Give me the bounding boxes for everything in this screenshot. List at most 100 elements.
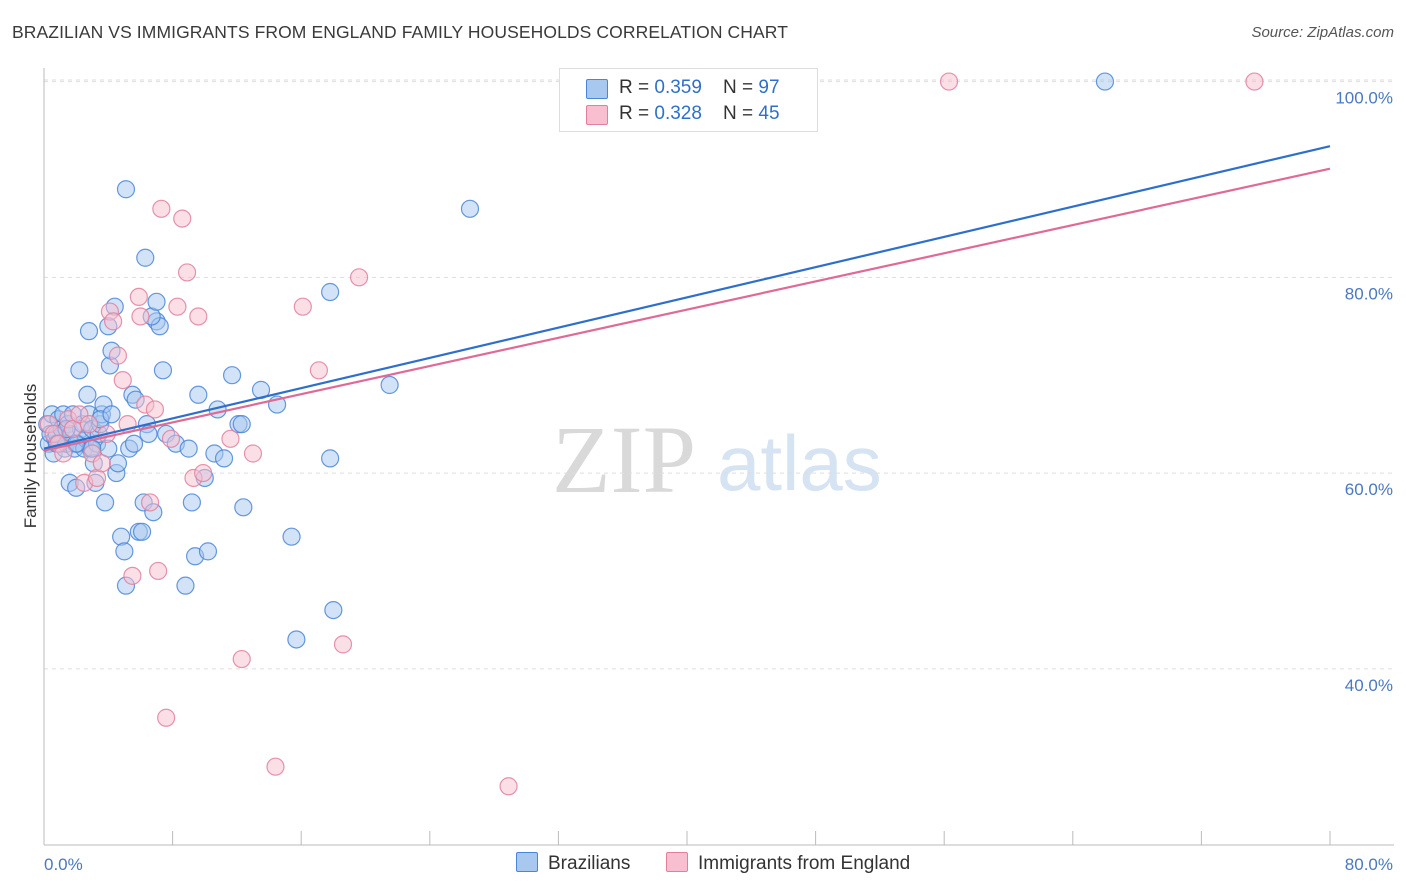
legend-item-brazilians: Brazilians [516,852,630,875]
data-point [136,248,155,267]
data-point [198,542,218,561]
legend-n-label: N = [723,103,759,124]
y-tick-labels: 40.0% 60.0% 80.0% 100.0% [1335,89,1393,695]
data-point [113,370,132,390]
data-point [79,322,99,341]
stats-legend: R = 0.359 N = 97 R = 0.328 N = 45 [559,68,818,132]
data-point [95,493,115,512]
legend-swatch-pink [586,105,608,125]
data-point [222,366,242,385]
data-point [243,444,263,463]
data-point [131,307,150,326]
legend-r-value: 0.359 [654,77,702,98]
data-point [189,385,208,404]
data-point [232,415,251,434]
data-point [293,297,312,316]
legend-r-label: R = [619,77,655,98]
trend-lines [43,145,1331,452]
data-point [173,209,192,228]
data-point [194,463,213,483]
data-point [153,361,173,380]
data-point [78,385,97,404]
source-label: Source: ZipAtlas.com [1251,24,1394,41]
data-point [309,361,328,380]
data-point [92,454,111,473]
legend-n-value: 97 [758,77,780,98]
legend-n-value: 45 [758,103,780,124]
data-point [232,649,251,669]
data-point [123,566,142,585]
data-point [161,429,181,448]
data-point [140,493,160,512]
data-point [79,415,99,434]
data-point [102,405,121,424]
data-point [460,199,480,218]
data-point [214,449,234,468]
data-point [189,307,208,326]
data-point [499,777,518,796]
data-point [112,527,131,546]
watermark: ZIP atlas [552,406,882,513]
watermark-atlas: atlas [717,419,882,507]
x-tick-label: 0.0% [44,855,83,874]
data-point [221,429,240,448]
data-point [321,282,340,302]
data-point [157,708,176,727]
data-point [147,292,166,311]
legend-r-label: R = [619,103,655,124]
legend-swatch-pink [666,852,688,872]
data-point [108,454,128,473]
legend-swatch-blue [516,852,538,872]
legend-swatch-blue [586,79,608,99]
data-point [182,493,201,512]
series-immigrants-england [39,72,1264,796]
legend-n-label: N = [723,77,759,98]
data-point [104,312,123,331]
x-tick-label: 80.0% [1345,855,1393,874]
trend-line-brazilians [43,145,1331,450]
data-point [349,268,369,287]
data-point [1245,72,1264,91]
data-point [108,346,128,365]
data-point [116,180,136,199]
chart-title: BRAZILIAN VS IMMIGRANTS FROM ENGLAND FAM… [12,22,789,42]
data-point [380,375,399,395]
y-tick-label: 100.0% [1335,89,1393,108]
data-point [234,498,253,517]
legend-label: Brazilians [548,853,631,874]
axes [43,68,1394,846]
watermark-zip: ZIP [552,406,696,513]
data-point [177,263,197,282]
data-point [145,400,165,419]
data-point [324,600,343,620]
data-point [282,527,301,546]
data-point [1095,72,1115,91]
data-point [124,434,144,453]
gridlines [44,79,1394,670]
data-point [287,630,306,649]
data-point [333,635,353,654]
series-brazilians [38,72,1115,649]
data-point [266,757,285,776]
legend-label: Immigrants from England [698,853,911,874]
y-axis-title: Family Households [21,384,40,529]
data-point [176,576,195,595]
legend-item-england: Immigrants from England [666,852,910,875]
data-point [179,439,198,458]
data-point [149,561,168,581]
trend-line-england [43,167,1331,452]
x-tick-labels: 0.0% 80.0% [44,855,1393,874]
y-tick-label: 60.0% [1345,480,1393,499]
data-point [115,542,134,561]
data-point [321,449,340,468]
y-tick-label: 80.0% [1345,284,1393,303]
y-tick-label: 40.0% [1345,676,1393,695]
data-point [168,297,187,316]
data-point [129,287,148,306]
data-point [70,361,89,380]
data-point [939,72,959,91]
data-point [132,522,152,541]
legend-r-value: 0.328 [654,103,702,124]
data-point [152,199,171,218]
